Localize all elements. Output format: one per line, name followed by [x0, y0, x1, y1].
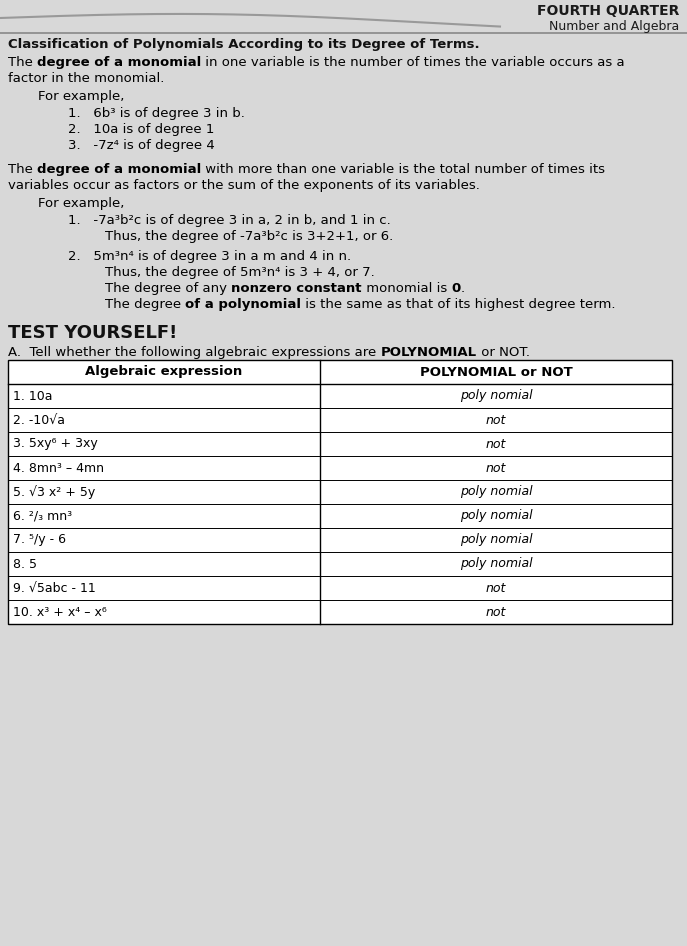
Text: 2.   5m³n⁴ is of degree 3 in a m and 4 in n.: 2. 5m³n⁴ is of degree 3 in a m and 4 in … — [68, 250, 351, 263]
Text: not: not — [486, 413, 506, 427]
Text: Thus, the degree of -7a³b²c is 3+2+1, or 6.: Thus, the degree of -7a³b²c is 3+2+1, or… — [105, 230, 393, 243]
Text: variables occur as factors or the sum of the exponents of its variables.: variables occur as factors or the sum of… — [8, 179, 480, 192]
Text: POLYNOMIAL: POLYNOMIAL — [381, 346, 477, 359]
Text: 3.   -7z⁴ is of degree 4: 3. -7z⁴ is of degree 4 — [68, 139, 215, 152]
Text: 1. 10a: 1. 10a — [13, 390, 52, 402]
Text: degree of a monomial: degree of a monomial — [37, 163, 201, 176]
Text: For example,: For example, — [38, 197, 124, 210]
Text: poly nomial: poly nomial — [460, 485, 532, 499]
Text: not: not — [486, 582, 506, 594]
Text: A.  Tell whether the following algebraic expressions are: A. Tell whether the following algebraic … — [8, 346, 381, 359]
Text: not: not — [486, 437, 506, 450]
Text: 10. x³ + x⁴ – x⁶: 10. x³ + x⁴ – x⁶ — [13, 605, 106, 619]
Text: factor in the monomial.: factor in the monomial. — [8, 72, 164, 85]
Text: 0: 0 — [451, 282, 460, 295]
Text: poly nomial: poly nomial — [460, 534, 532, 547]
Text: 2.   10a is of degree 1: 2. 10a is of degree 1 — [68, 123, 214, 136]
Text: 5. √3 x² + 5y: 5. √3 x² + 5y — [13, 485, 95, 499]
Text: not: not — [486, 462, 506, 475]
Text: 8. 5: 8. 5 — [13, 557, 37, 570]
Text: 1.   6b³ is of degree 3 in b.: 1. 6b³ is of degree 3 in b. — [68, 107, 245, 120]
Text: not: not — [486, 605, 506, 619]
Text: Algebraic expression: Algebraic expression — [85, 365, 243, 378]
Text: nonzero constant: nonzero constant — [232, 282, 362, 295]
Text: degree of a monomial: degree of a monomial — [37, 56, 201, 69]
Text: in one variable is the number of times the variable occurs as a: in one variable is the number of times t… — [201, 56, 625, 69]
Text: For example,: For example, — [38, 90, 124, 103]
Text: FOURTH QUARTER: FOURTH QUARTER — [537, 4, 679, 18]
Text: is the same as that of its highest degree term.: is the same as that of its highest degre… — [302, 298, 616, 311]
Text: TEST YOURSELF!: TEST YOURSELF! — [8, 324, 177, 342]
Text: The: The — [8, 56, 37, 69]
Text: The: The — [8, 163, 37, 176]
Bar — [8, 360, 672, 624]
Text: The degree of any: The degree of any — [105, 282, 232, 295]
Text: of a polynomial: of a polynomial — [185, 298, 302, 311]
Text: Number and Algebra: Number and Algebra — [549, 20, 679, 33]
Text: 1.   -7a³b²c is of degree 3 in a, 2 in b, and 1 in c.: 1. -7a³b²c is of degree 3 in a, 2 in b, … — [68, 214, 391, 227]
Text: Thus, the degree of 5m³n⁴ is 3 + 4, or 7.: Thus, the degree of 5m³n⁴ is 3 + 4, or 7… — [105, 266, 374, 279]
Text: 2. -10√a: 2. -10√a — [13, 413, 65, 427]
Text: Classification of Polynomials According to its Degree of Terms.: Classification of Polynomials According … — [8, 38, 480, 51]
Text: The degree: The degree — [105, 298, 185, 311]
Text: with more than one variable is the total number of times its: with more than one variable is the total… — [201, 163, 605, 176]
Text: 4. 8mn³ – 4mn: 4. 8mn³ – 4mn — [13, 462, 104, 475]
Text: poly nomial: poly nomial — [460, 557, 532, 570]
Text: POLYNOMIAL or NOT: POLYNOMIAL or NOT — [420, 365, 572, 378]
Text: 7. ⁵/y - 6: 7. ⁵/y - 6 — [13, 534, 66, 547]
Text: 9. √5abc - 11: 9. √5abc - 11 — [13, 582, 95, 594]
Text: .: . — [460, 282, 464, 295]
Text: or NOT.: or NOT. — [477, 346, 530, 359]
Text: poly nomial: poly nomial — [460, 510, 532, 522]
Text: 6. ²/₃ mn³: 6. ²/₃ mn³ — [13, 510, 72, 522]
Text: 3. 5xy⁶ + 3xy: 3. 5xy⁶ + 3xy — [13, 437, 98, 450]
Text: monomial is: monomial is — [362, 282, 451, 295]
Text: poly nomial: poly nomial — [460, 390, 532, 402]
